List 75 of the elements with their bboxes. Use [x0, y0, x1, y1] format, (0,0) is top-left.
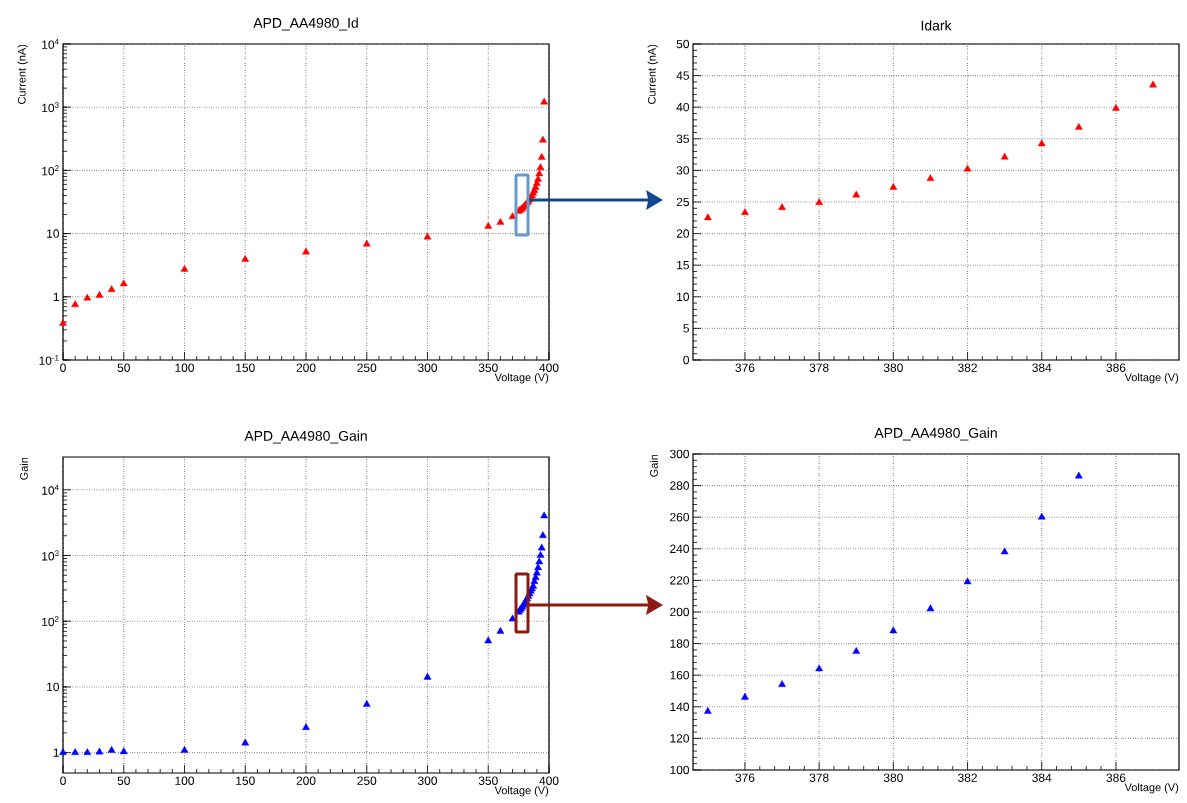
x-tick-label: 400	[539, 363, 559, 372]
y-tick-label: 180	[670, 639, 690, 648]
x-tick-label: 50	[117, 363, 130, 372]
y-tick-label: 30	[676, 166, 690, 175]
y-tick-label: 220	[670, 576, 690, 585]
y-tick-label: 35	[676, 134, 689, 144]
y-tick-label: 140	[670, 702, 690, 712]
x-tick-label: 382	[958, 363, 977, 372]
x-tick-label: 350	[478, 363, 498, 372]
x-tick-label: 386	[1106, 773, 1126, 782]
y-tick-label: 10	[677, 292, 690, 302]
x-tick-label: 300	[417, 363, 438, 372]
x-axis-title: Voltage (V)	[1124, 373, 1179, 384]
x-tick-label: 378	[809, 363, 829, 372]
y-tick-label: 20	[676, 229, 690, 238]
x-tick-label: 100	[175, 776, 195, 785]
x-tick-label: 378	[809, 773, 829, 782]
y-tick-label: 1	[53, 748, 59, 757]
x-tick-label: 200	[296, 776, 316, 785]
x-axis-title: Voltage (V)	[494, 373, 549, 384]
x-tick-label: 200	[296, 363, 316, 372]
y-tick-label: 160	[670, 670, 690, 680]
y-tick-label: 260	[670, 512, 690, 522]
x-tick-label: 376	[735, 363, 755, 372]
y-tick-label: 10$^{3}$	[42, 102, 59, 113]
x-tick-label: 350	[478, 776, 498, 785]
y-tick-label: 10$^{-1}$	[39, 355, 59, 365]
x-tick-label: 384	[1032, 363, 1052, 372]
y-axis-title: Gain	[649, 454, 658, 477]
chart-title: Idark	[921, 20, 952, 31]
y-tick-label: 25	[676, 197, 689, 207]
y-tick-label: 280	[670, 481, 690, 490]
x-tick-label: 382	[958, 773, 977, 782]
y-tick-label: 10$^{2}$	[42, 616, 59, 627]
x-tick-label: 300	[417, 776, 438, 785]
x-tick-label: 150	[236, 363, 255, 372]
y-tick-label: 10$^{4}$	[42, 39, 59, 49]
y-tick-label: 10$^{3}$	[42, 550, 59, 561]
chart-title: APD_AA4980_Gain	[874, 427, 997, 441]
x-tick-label: 150	[236, 776, 255, 785]
x-tick-label: 400	[539, 776, 559, 785]
x-tick-label: 380	[883, 363, 903, 372]
y-tick-label: 10$^{4}$	[42, 484, 59, 495]
y-tick-label: 50	[676, 39, 690, 49]
x-tick-label: 386	[1106, 363, 1126, 372]
y-tick-label: 15	[677, 261, 689, 270]
x-tick-label: 376	[735, 773, 755, 782]
y-tick-label: 45	[676, 71, 689, 80]
x-tick-label: 100	[175, 363, 195, 372]
y-tick-label: 100	[670, 765, 690, 775]
chart-title: APD_AA4980_Id	[253, 17, 358, 31]
x-axis-title: Voltage (V)	[1124, 783, 1179, 794]
x-tick-label: 0	[60, 363, 66, 372]
y-axis-title: Current (nA)	[647, 44, 658, 104]
chart-title: APD_AA4980_Gain	[244, 430, 367, 444]
y-tick-label: 1	[53, 292, 59, 301]
x-tick-label: 250	[357, 363, 377, 372]
x-tick-label: 380	[883, 773, 903, 782]
y-tick-label: 40	[676, 102, 690, 112]
y-axis-title: Current (nA)	[17, 44, 28, 104]
y-axis-title: Gain	[19, 457, 28, 480]
y-tick-label: 240	[670, 544, 690, 554]
x-tick-label: 250	[357, 776, 377, 785]
x-tick-label: 0	[60, 776, 66, 785]
x-tick-label: 384	[1032, 773, 1052, 782]
y-tick-label: 5	[683, 324, 689, 333]
y-tick-label: 120	[670, 734, 690, 743]
y-tick-label: 0	[683, 355, 690, 365]
y-tick-label: 300	[670, 449, 690, 459]
y-tick-label: 10	[47, 682, 60, 692]
y-tick-label: 10	[47, 229, 60, 238]
y-tick-label: 10$^{2}$	[42, 165, 59, 176]
x-tick-label: 50	[117, 776, 130, 785]
y-tick-label: 200	[670, 607, 690, 617]
x-axis-title: Voltage (V)	[494, 786, 549, 797]
